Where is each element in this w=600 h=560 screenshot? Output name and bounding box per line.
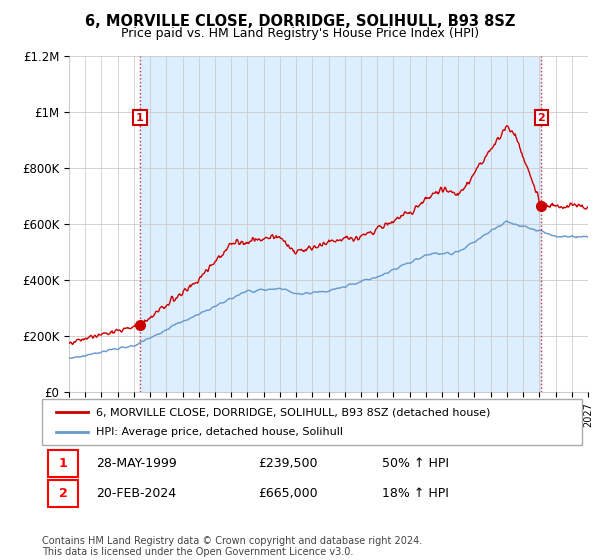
Text: 50% ↑ HPI: 50% ↑ HPI (382, 457, 449, 470)
Bar (556, 56, 588, 392)
Text: 18% ↑ HPI: 18% ↑ HPI (382, 487, 449, 500)
Text: 2: 2 (538, 113, 545, 123)
Bar (140, 56, 541, 392)
Bar (556, 56, 588, 392)
Text: £239,500: £239,500 (258, 457, 317, 470)
Text: Contains HM Land Registry data © Crown copyright and database right 2024.
This d: Contains HM Land Registry data © Crown c… (42, 535, 422, 557)
Text: 28-MAY-1999: 28-MAY-1999 (96, 457, 177, 470)
Bar (49, 450, 78, 477)
Text: 1: 1 (136, 113, 144, 123)
Bar (49, 480, 78, 507)
Text: 20-FEB-2024: 20-FEB-2024 (96, 487, 176, 500)
Text: Price paid vs. HM Land Registry's House Price Index (HPI): Price paid vs. HM Land Registry's House … (121, 27, 479, 40)
Text: 1: 1 (59, 457, 68, 470)
Text: 2: 2 (59, 487, 68, 500)
Text: 6, MORVILLE CLOSE, DORRIDGE, SOLIHULL, B93 8SZ: 6, MORVILLE CLOSE, DORRIDGE, SOLIHULL, B… (85, 14, 515, 29)
Text: 6, MORVILLE CLOSE, DORRIDGE, SOLIHULL, B93 8SZ (detached house): 6, MORVILLE CLOSE, DORRIDGE, SOLIHULL, B… (96, 407, 490, 417)
Text: HPI: Average price, detached house, Solihull: HPI: Average price, detached house, Soli… (96, 427, 343, 437)
Text: £665,000: £665,000 (258, 487, 317, 500)
